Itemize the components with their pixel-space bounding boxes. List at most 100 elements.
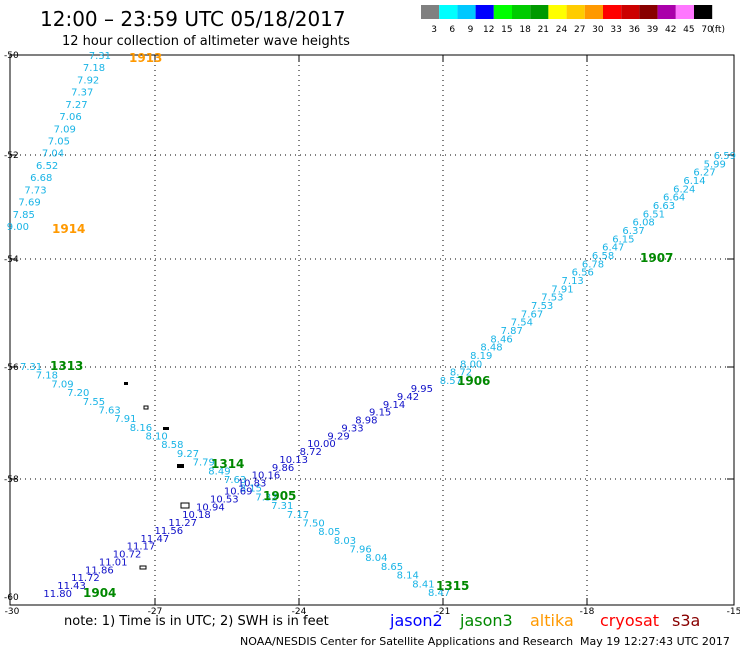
wave-height-value: 11.86 <box>85 565 114 576</box>
legend-swatch <box>421 5 440 19</box>
wave-height-value: 8.57 <box>440 376 462 387</box>
lon-label: -27 <box>148 607 163 617</box>
legend-swatch <box>457 5 476 19</box>
wave-height-value: 8.14 <box>397 571 419 582</box>
wave-height-value: 7.31 <box>20 362 42 373</box>
page-title: 12:00 – 23:59 UTC 05/18/2017 <box>40 7 346 31</box>
wave-height-value: 8.72 <box>450 368 472 379</box>
wave-height-value: 6.24 <box>673 184 695 195</box>
island <box>177 464 184 468</box>
satellite-altika: altika <box>530 611 574 630</box>
island <box>163 427 169 430</box>
wave-height-value: 6.27 <box>693 168 715 179</box>
wave-height-value: 6.64 <box>663 193 685 204</box>
wave-height-value: 7.53 <box>541 293 563 304</box>
island <box>139 565 147 570</box>
legend-swatch <box>694 5 713 19</box>
wave-height-value: 10.00 <box>307 439 336 450</box>
wave-height-value: 6.63 <box>653 201 675 212</box>
track-jason2: 11.8011.4311.7211.8611.0110.7211.1711.47… <box>43 384 433 600</box>
wave-height-value: 6.51 <box>643 209 665 220</box>
lat-label: -52 <box>4 151 19 161</box>
wave-height-value: 7.13 <box>562 276 584 287</box>
lat-label: -60 <box>4 593 19 603</box>
wave-height-value: 7.31 <box>89 51 111 62</box>
footer-timestamp: May 19 12:27:43 UTC 2017 <box>580 635 730 648</box>
legend-swatch <box>675 5 694 19</box>
wave-height-value: 8.49 <box>208 466 230 477</box>
legend-label: 27 <box>574 25 585 35</box>
lon-label: -15 <box>727 607 740 617</box>
wave-height-value: 7.09 <box>54 124 76 135</box>
wave-height-value: 11.01 <box>99 558 128 569</box>
lon-label: -24 <box>292 607 307 617</box>
legend-label: 36 <box>629 25 641 35</box>
wave-height-value: 7.96 <box>350 545 372 556</box>
wave-height-value: 10.94 <box>196 502 225 513</box>
legend-swatch <box>512 5 531 19</box>
wave-height-value: 11.27 <box>168 518 197 529</box>
legend-label: 18 <box>519 25 531 35</box>
pass-time-label: 1913 <box>129 51 162 65</box>
wave-height-value: 10.13 <box>279 455 308 466</box>
legend-label: 12 <box>483 25 494 35</box>
wave-height-value: 8.05 <box>318 527 340 538</box>
wave-height-value: 6.15 <box>612 234 634 245</box>
axis-labels: -50 -52 -54 -56 -58 -60 -30 -27 -24 -21 -18 -15 <box>4 51 740 617</box>
wave-height-value: 8.04 <box>365 553 387 564</box>
legend-swatch <box>639 5 658 19</box>
wave-height-value: 7.63 <box>99 406 121 417</box>
wave-height-value: 7.31 <box>271 501 293 512</box>
legend-swatch <box>584 5 603 19</box>
wave-height-value: 7.73 <box>24 185 46 196</box>
page-subtitle: 12 hour collection of altimeter wave hei… <box>62 34 350 49</box>
wave-height-value: 6.08 <box>633 218 655 229</box>
wave-height-value: 10.72 <box>113 550 142 561</box>
pass-time-label: 1906 <box>457 374 490 388</box>
wave-height-value: 7.67 <box>521 309 543 320</box>
wave-height-value: 7.92 <box>77 75 99 86</box>
track-jason3: 8.578.728.008.198.488.467.877.547.677.53… <box>440 151 736 388</box>
wave-height-value: 11.47 <box>141 534 170 545</box>
wave-height-value: 10.18 <box>182 510 211 521</box>
wave-height-value: 7.20 <box>67 388 89 399</box>
legend-swatch <box>548 5 567 19</box>
wave-height-value: 7.18 <box>36 371 58 382</box>
wave-height-value: 9.29 <box>327 431 349 442</box>
wave-height-value: 7.05 <box>48 137 70 148</box>
wave-height-value: 5.99 <box>704 159 726 170</box>
wave-height-value: 9.95 <box>411 384 433 395</box>
wave-height-value: 6.47 <box>602 243 624 254</box>
satellite-tracks: 7.317.187.927.377.277.067.097.057.046.52… <box>7 51 736 600</box>
island <box>143 405 149 410</box>
legend-swatch <box>475 5 494 19</box>
map-frame <box>9 54 735 606</box>
satellite-s3a: s3a <box>672 611 700 630</box>
legend-swatch <box>657 5 676 19</box>
wave-height-value: 8.00 <box>460 359 482 370</box>
wave-height-value: 6.68 <box>30 173 52 184</box>
legend-label: 39 <box>647 25 659 35</box>
wave-height-value: 9.42 <box>397 392 419 403</box>
satellite-jason3: jason3 <box>459 611 513 630</box>
wave-height-value: 11.43 <box>57 581 86 592</box>
legend-label: 42 <box>665 25 676 35</box>
pass-time-label: 1314 <box>211 457 244 471</box>
wave-height-value: 7.53 <box>531 301 553 312</box>
footer-note: note: 1) Time is in UTC; 2) SWH is in fe… <box>64 614 329 629</box>
lat-label: -58 <box>4 475 19 485</box>
islands <box>124 382 190 570</box>
wave-height-value: 11.80 <box>43 589 72 600</box>
wave-height-value: 7.63 <box>224 475 246 486</box>
wave-height-value: 8.72 <box>300 447 322 458</box>
island <box>180 502 190 509</box>
pass-time-label: 1313 <box>50 359 83 373</box>
wave-height-value: 7.69 <box>18 198 40 209</box>
legend-label: 45 <box>683 25 694 35</box>
satellite-legend: jason2 jason3 altika cryosat s3a <box>389 611 700 630</box>
footer-credit: NOAA/NESDIS Center for Satellite Applica… <box>240 635 573 648</box>
wave-height-legend: 3 6 9 12 15 18 21 24 27 30 33 36 39 42 45 70(ft) <box>421 5 725 35</box>
lon-label: -18 <box>580 607 595 617</box>
wave-height-value: 8.98 <box>355 416 377 427</box>
